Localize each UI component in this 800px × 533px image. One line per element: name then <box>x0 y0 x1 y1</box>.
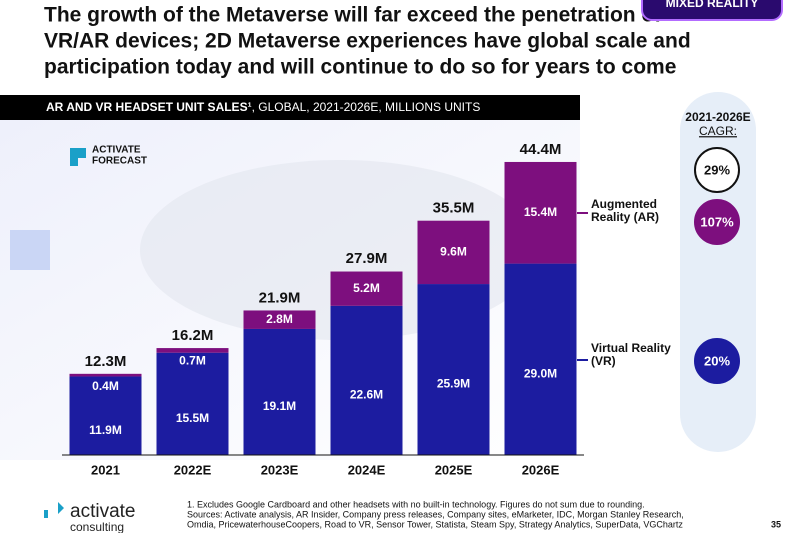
cagr-panel <box>680 92 756 452</box>
value-label: 2.8M <box>266 312 293 326</box>
badge-text: MIXED REALITY <box>666 0 759 10</box>
total-label: 21.9M <box>259 289 301 306</box>
subtitle: AR AND VR HEADSET UNIT SALES¹, GLOBAL, 2… <box>46 100 480 114</box>
x-tick-label: 2026E <box>522 462 560 477</box>
value-label: 15.5M <box>176 411 209 425</box>
value-label: 15.4M <box>524 205 557 219</box>
value-label: 0.7M <box>179 353 206 367</box>
badge <box>641 0 783 21</box>
x-tick-label: 2024E <box>348 462 386 477</box>
cagr-label: 20% <box>704 353 730 368</box>
legend-label: Augmented Reality (AR) <box>591 197 660 224</box>
footnote: 1. Excludes Google Cardboard and other h… <box>187 499 645 509</box>
bar-segment <box>504 161 577 264</box>
legend-label: Virtual Reality (VR) <box>591 341 671 368</box>
value-label: 19.1M <box>263 399 296 413</box>
cube-graphic <box>10 230 50 270</box>
cagr-title: CAGR: <box>699 124 737 138</box>
logo-text: consulting <box>70 520 124 533</box>
value-label: 22.6M <box>350 388 383 402</box>
bar-segment <box>417 220 490 285</box>
footnote: Sources: Activate analysis, AR Insider, … <box>187 509 684 519</box>
title-line: participation today and will continue to… <box>44 56 676 79</box>
cagr-label: 29% <box>704 162 730 177</box>
bar-segment <box>69 373 142 377</box>
footnote: Omdia, PricewaterhouseCoopers, Road to V… <box>187 519 683 529</box>
x-tick-label: 2022E <box>174 462 212 477</box>
forecast-icon <box>70 148 86 166</box>
value-label: 5.2M <box>353 281 380 295</box>
total-label: 27.9M <box>346 250 388 267</box>
cagr-title: 2021-2026E <box>685 110 750 124</box>
subtitle-rest: , GLOBAL, 2021-2026E, MILLIONS UNITS <box>252 100 481 114</box>
value-label: 11.9M <box>89 423 122 437</box>
title-line: VR/AR devices; 2D Metaverse experiences … <box>44 30 691 53</box>
value-label: 0.4M <box>92 379 119 393</box>
bar-segment <box>156 348 229 353</box>
value-label: 25.9M <box>437 377 470 391</box>
x-tick-label: 2021 <box>91 462 120 477</box>
bar-segment <box>69 376 142 455</box>
cagr-label: 107% <box>700 214 734 229</box>
bar-segment <box>243 310 316 329</box>
forecast-label: ACTIVATE <box>92 145 141 156</box>
total-label: 12.3M <box>85 353 127 370</box>
bar-segment <box>504 263 577 455</box>
logo-text: activate <box>70 501 135 522</box>
subtitle-bar <box>0 95 580 120</box>
bar-segment <box>417 284 490 455</box>
total-label: 16.2M <box>172 327 214 344</box>
bar-segment <box>330 271 403 306</box>
page-number: 35 <box>771 519 781 529</box>
forecast-label: FORECAST <box>92 156 147 167</box>
value-label: 29.0M <box>524 366 557 380</box>
total-label: 35.5M <box>433 200 475 217</box>
x-tick-label: 2025E <box>435 462 473 477</box>
bar-segment <box>156 352 229 455</box>
cagr-circle <box>694 199 740 245</box>
cagr-circle <box>694 338 740 384</box>
value-label: 9.6M <box>440 245 467 259</box>
subtitle-bold: AR AND VR HEADSET UNIT SALES¹ <box>46 100 252 114</box>
bar-segment <box>330 305 403 455</box>
logo-icon <box>44 502 64 518</box>
cagr-circle <box>694 147 740 193</box>
title-line: The growth of the Metaverse will far exc… <box>44 4 662 27</box>
bar-segment <box>243 328 316 455</box>
x-tick-label: 2023E <box>261 462 299 477</box>
total-label: 44.4M <box>520 141 562 158</box>
